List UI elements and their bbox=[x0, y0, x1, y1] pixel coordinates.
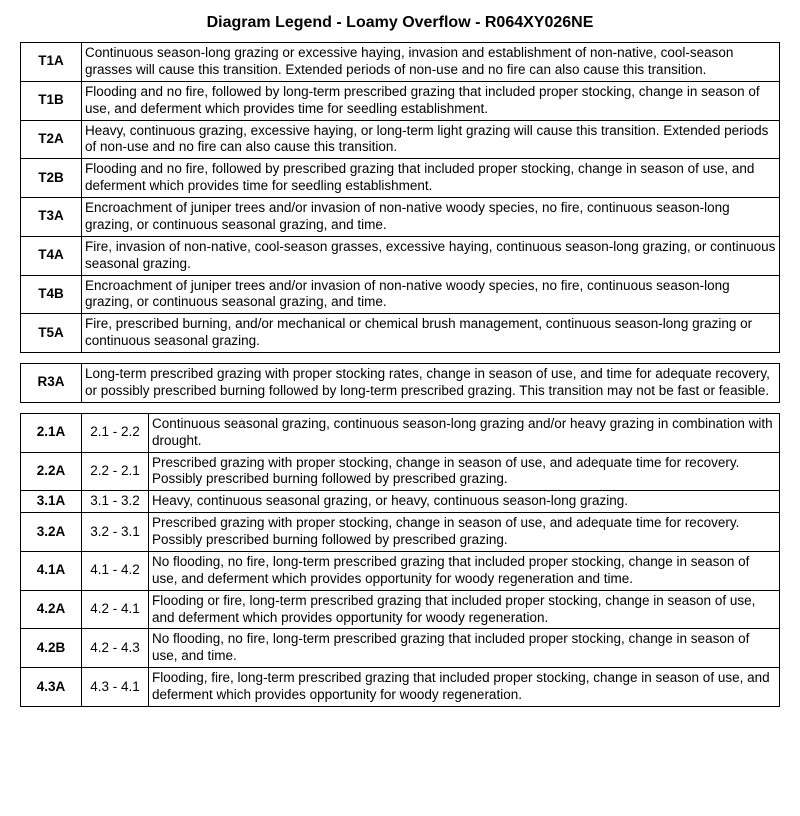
description-cell: No flooding, no fire, long-term prescrib… bbox=[149, 629, 780, 668]
code-cell: T5A bbox=[21, 314, 82, 353]
code-cell: 4.2A bbox=[21, 590, 82, 629]
range-cell: 3.1 - 3.2 bbox=[82, 491, 149, 513]
description-cell: Flooding and no fire, followed by long-t… bbox=[82, 81, 780, 120]
description-cell: Flooding, fire, long-term prescribed gra… bbox=[149, 668, 780, 707]
code-cell: T1B bbox=[21, 81, 82, 120]
code-cell: T2B bbox=[21, 159, 82, 198]
range-cell: 4.2 - 4.3 bbox=[82, 629, 149, 668]
code-cell: T2A bbox=[21, 120, 82, 159]
table-row: T2BFlooding and no fire, followed by pre… bbox=[21, 159, 780, 198]
code-cell: 4.3A bbox=[21, 668, 82, 707]
table-row: 4.1A4.1 - 4.2No flooding, no fire, long-… bbox=[21, 551, 780, 590]
range-cell: 4.1 - 4.2 bbox=[82, 551, 149, 590]
code-cell: R3A bbox=[21, 364, 82, 403]
code-cell: 3.1A bbox=[21, 491, 82, 513]
description-cell: Continuous season-long grazing or excess… bbox=[82, 43, 780, 82]
code-cell: T4B bbox=[21, 275, 82, 314]
table-row: T3AEncroachment of juniper trees and/or … bbox=[21, 198, 780, 237]
table-row: 3.2A3.2 - 3.1Prescribed grazing with pro… bbox=[21, 513, 780, 552]
range-cell: 2.2 - 2.1 bbox=[82, 452, 149, 491]
code-cell: 4.2B bbox=[21, 629, 82, 668]
table-row: R3ALong-term prescribed grazing with pro… bbox=[21, 364, 780, 403]
code-cell: 2.2A bbox=[21, 452, 82, 491]
range-cell: 3.2 - 3.1 bbox=[82, 513, 149, 552]
table-row: T1BFlooding and no fire, followed by lon… bbox=[21, 81, 780, 120]
description-cell: Continuous seasonal grazing, continuous … bbox=[149, 413, 780, 452]
table-row: 4.2B4.2 - 4.3No flooding, no fire, long-… bbox=[21, 629, 780, 668]
description-cell: Heavy, continuous grazing, excessive hay… bbox=[82, 120, 780, 159]
description-cell: Prescribed grazing with proper stocking,… bbox=[149, 452, 780, 491]
table-row: T1AContinuous season-long grazing or exc… bbox=[21, 43, 780, 82]
description-cell: Flooding and no fire, followed by prescr… bbox=[82, 159, 780, 198]
description-cell: Encroachment of juniper trees and/or inv… bbox=[82, 275, 780, 314]
transitions-t-table: T1AContinuous season-long grazing or exc… bbox=[20, 42, 780, 353]
description-cell: No flooding, no fire, long-term prescrib… bbox=[149, 551, 780, 590]
range-cell: 4.2 - 4.1 bbox=[82, 590, 149, 629]
transitions-pathways-table: 2.1A2.1 - 2.2Continuous seasonal grazing… bbox=[20, 413, 780, 707]
code-cell: T1A bbox=[21, 43, 82, 82]
description-cell: Fire, invasion of non-native, cool-seaso… bbox=[82, 236, 780, 275]
code-cell: T4A bbox=[21, 236, 82, 275]
table-row: 4.2A4.2 - 4.1Flooding or fire, long-term… bbox=[21, 590, 780, 629]
code-cell: 3.2A bbox=[21, 513, 82, 552]
code-cell: T3A bbox=[21, 198, 82, 237]
description-cell: Prescribed grazing with proper stocking,… bbox=[149, 513, 780, 552]
table-row: T4AFire, invasion of non-native, cool-se… bbox=[21, 236, 780, 275]
table-row: 3.1A3.1 - 3.2Heavy, continuous seasonal … bbox=[21, 491, 780, 513]
table-row: T5AFire, prescribed burning, and/or mech… bbox=[21, 314, 780, 353]
table-row: 2.2A2.2 - 2.1Prescribed grazing with pro… bbox=[21, 452, 780, 491]
code-cell: 4.1A bbox=[21, 551, 82, 590]
page-title: Diagram Legend - Loamy Overflow - R064XY… bbox=[20, 14, 780, 32]
table-row: T4BEncroachment of juniper trees and/or … bbox=[21, 275, 780, 314]
transitions-r-table: R3ALong-term prescribed grazing with pro… bbox=[20, 363, 780, 403]
code-cell: 2.1A bbox=[21, 413, 82, 452]
description-cell: Fire, prescribed burning, and/or mechani… bbox=[82, 314, 780, 353]
table-row: 4.3A4.3 - 4.1Flooding, fire, long-term p… bbox=[21, 668, 780, 707]
description-cell: Flooding or fire, long-term prescribed g… bbox=[149, 590, 780, 629]
description-cell: Heavy, continuous seasonal grazing, or h… bbox=[149, 491, 780, 513]
table-row: T2AHeavy, continuous grazing, excessive … bbox=[21, 120, 780, 159]
description-cell: Long-term prescribed grazing with proper… bbox=[82, 364, 780, 403]
description-cell: Encroachment of juniper trees and/or inv… bbox=[82, 198, 780, 237]
table-row: 2.1A2.1 - 2.2Continuous seasonal grazing… bbox=[21, 413, 780, 452]
range-cell: 2.1 - 2.2 bbox=[82, 413, 149, 452]
range-cell: 4.3 - 4.1 bbox=[82, 668, 149, 707]
